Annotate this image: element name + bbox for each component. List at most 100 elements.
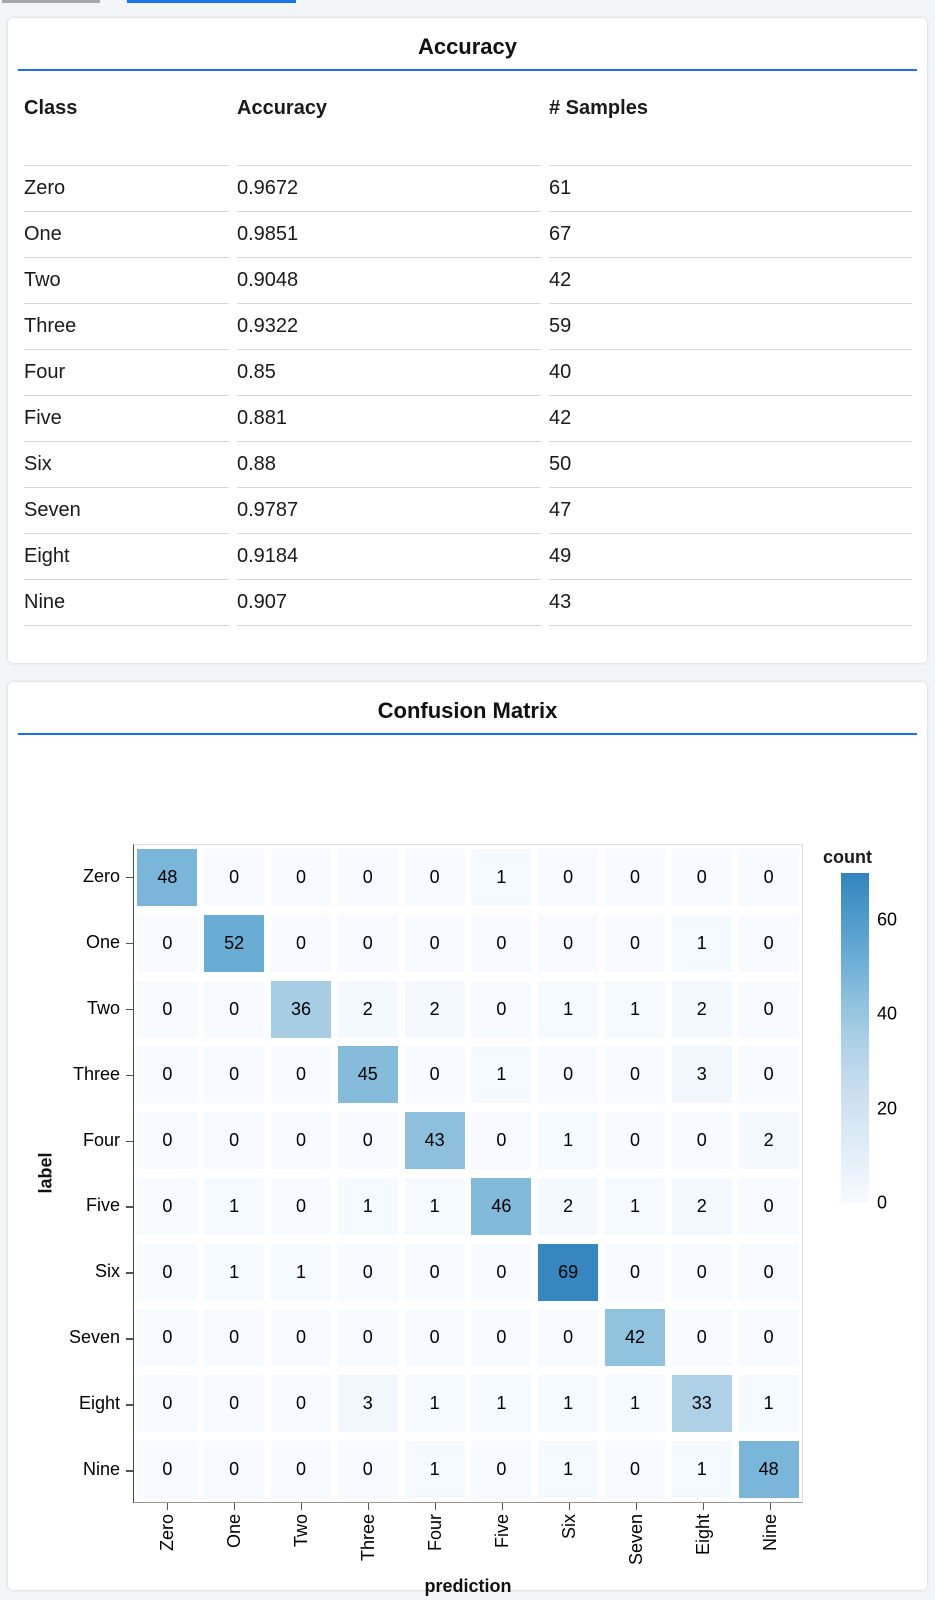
x-axis-tick	[233, 1503, 235, 1510]
heatmap-cell: 0	[602, 1239, 669, 1305]
heatmap-cell: 0	[401, 911, 468, 977]
y-axis-tick	[126, 1470, 133, 1472]
heatmap-cell-value: 0	[404, 1243, 465, 1301]
heatmap-grid: 48 0 0 0 0 1 0 0 0 0 0 52 0 0 0 0 0 0 1 0 0 0 36 2 2 0 1 1 2 0 0 0 0 45 0 1…	[134, 845, 802, 1502]
heatmap-cell: 0	[334, 911, 401, 977]
heatmap-cell-value: 2	[671, 980, 732, 1038]
heatmap-cell-value: 1	[404, 1177, 465, 1235]
x-axis-label: Six	[558, 1514, 579, 1540]
table-cell: Three	[24, 303, 229, 349]
heatmap-cell-value: 0	[404, 915, 465, 973]
accuracy-title-divider	[18, 69, 917, 71]
heatmap-cell: 0	[201, 1108, 268, 1174]
heatmap-cell: 0	[134, 1305, 201, 1371]
heatmap-cell: 42	[602, 1305, 669, 1371]
heatmap-cell-value: 0	[471, 1440, 532, 1498]
heatmap-cell: 0	[201, 1371, 268, 1437]
heatmap-cell: 0	[468, 1239, 535, 1305]
heatmap-cell-value: 0	[604, 1046, 665, 1104]
accuracy-card-title: Accuracy	[417, 34, 518, 59]
heatmap-cell-value: 46	[471, 1177, 532, 1235]
heatmap-cell: 2	[668, 976, 735, 1042]
legend-tick-label: 40	[877, 1003, 898, 1024]
active-tab-indicator[interactable]	[127, 0, 296, 3]
heatmap-cell: 1	[468, 1042, 535, 1108]
table-cell: Seven	[24, 487, 229, 533]
heatmap-cell-value: 42	[604, 1309, 665, 1367]
heatmap-cell: 0	[468, 976, 535, 1042]
heatmap-cell-value: 1	[471, 849, 532, 907]
table-cell: Zero	[24, 165, 229, 211]
heatmap-cell-value: 33	[671, 1374, 732, 1432]
heatmap-cell: 1	[535, 1371, 602, 1437]
heatmap-cell-value: 0	[738, 980, 799, 1038]
heatmap-cell-value: 1	[538, 1440, 599, 1498]
confusion-title-divider	[18, 733, 917, 735]
heatmap-cell: 45	[334, 1042, 401, 1108]
legend-tick-label: 20	[877, 1098, 898, 1119]
x-axis-title: prediction	[424, 1576, 512, 1596]
heatmap-cell: 1	[535, 1108, 602, 1174]
heatmap-cell-value: 0	[671, 849, 732, 907]
heatmap-cell-value: 1	[404, 1440, 465, 1498]
heatmap-cell-value: 0	[471, 1243, 532, 1301]
heatmap-cell-value: 0	[604, 915, 665, 973]
heatmap-cell: 0	[735, 911, 802, 977]
heatmap-cell: 1	[201, 1239, 268, 1305]
heatmap-cell: 0	[268, 1108, 335, 1174]
y-axis-label: Five	[85, 1195, 120, 1216]
heatmap-cell-value: 0	[204, 1440, 265, 1498]
heatmap-cell-value: 43	[404, 1112, 465, 1170]
heatmap-cell-value: 1	[671, 915, 732, 973]
heatmap-cell: 0	[134, 1436, 201, 1502]
heatmap-cell-value: 0	[137, 1243, 198, 1301]
heatmap-cell-value: 0	[337, 1243, 398, 1301]
y-axis-label: Seven	[68, 1327, 120, 1348]
heatmap-cell-value: 69	[538, 1243, 599, 1301]
heatmap-cell-value: 0	[604, 1112, 665, 1170]
heatmap-cell-value: 0	[204, 1309, 265, 1367]
table-cell: 0.88	[237, 441, 541, 487]
table-row: Nine 0.907 43	[24, 579, 912, 626]
heatmap-cell-value: 1	[538, 1112, 599, 1170]
table-cell: 40	[549, 349, 912, 395]
heatmap-cell: 1	[401, 1371, 468, 1437]
legend-title: count	[823, 847, 872, 867]
heatmap-cell: 1	[268, 1239, 335, 1305]
heatmap-cell: 0	[201, 845, 268, 911]
heatmap-cell: 46	[468, 1173, 535, 1239]
heatmap-cell: 0	[468, 1108, 535, 1174]
heatmap-cell-value: 0	[270, 915, 331, 973]
heatmap-cell-value: 2	[671, 1177, 732, 1235]
table-cell: 0.9048	[237, 257, 541, 303]
heatmap-cell-value: 0	[671, 1309, 732, 1367]
y-axis-label: Nine	[82, 1459, 120, 1480]
table-cell: Two	[24, 257, 229, 303]
inactive-tab-indicator[interactable]	[2, 0, 100, 3]
x-axis-label: Nine	[759, 1514, 780, 1552]
table-cell: 61	[549, 165, 912, 211]
heatmap-cell-value: 0	[738, 1177, 799, 1235]
table-row: Five 0.881 42	[24, 395, 912, 441]
table-cell: One	[24, 211, 229, 257]
heatmap-cell: 0	[735, 1305, 802, 1371]
x-axis-labels: Zero One Two Three Four Five Six Seven Eight Nine	[133, 1514, 803, 1565]
heatmap-cell: 0	[535, 845, 602, 911]
heatmap-cell-value: 0	[471, 1112, 532, 1170]
heatmap-cell-value: 0	[738, 1243, 799, 1301]
x-axis-label: Three	[357, 1514, 378, 1562]
heatmap-cell-value: 0	[337, 1309, 398, 1367]
heatmap-cell-value: 1	[538, 980, 599, 1038]
heatmap-cell: 0	[602, 845, 669, 911]
heatmap-cell: 0	[602, 1042, 669, 1108]
heatmap-cell-value: 48	[137, 849, 198, 907]
table-cell: 0.9184	[237, 533, 541, 579]
heatmap-cell: 3	[668, 1042, 735, 1108]
y-axis-label: One	[85, 931, 120, 952]
table-row: Eight 0.9184 49	[24, 533, 912, 579]
heatmap-cell-value: 0	[738, 1046, 799, 1104]
heatmap-cell-value: 0	[137, 1440, 198, 1498]
heatmap-cell: 0	[735, 1173, 802, 1239]
confusion-matrix-chart: label Zero One Two Three Four Five Six Seven Eig…	[8, 733, 927, 1596]
heatmap-cell-value: 1	[204, 1177, 265, 1235]
